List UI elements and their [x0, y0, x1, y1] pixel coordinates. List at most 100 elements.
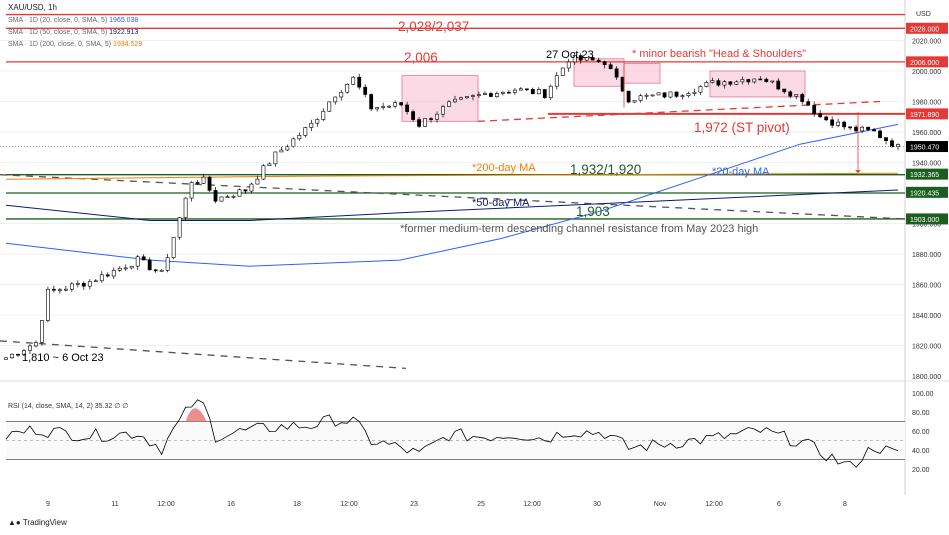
- price-label-bg: [906, 186, 948, 198]
- price-tick-label: 1880.000: [912, 252, 941, 259]
- candle-body: [447, 101, 451, 107]
- candle-body: [494, 93, 499, 97]
- label-1903: 1,903: [576, 204, 610, 219]
- sma200-legend: SMA · 1D (200, close, 0, SMA, 5) 1934.52…: [8, 41, 142, 48]
- candle-body: [147, 259, 152, 271]
- candle-body: [656, 92, 661, 96]
- candle-body: [435, 113, 439, 120]
- candle-body: [183, 197, 188, 218]
- price-label: 1932.365: [910, 172, 939, 179]
- candle-body: [518, 88, 523, 91]
- candle-body: [327, 101, 332, 112]
- label-low: 1,810 ~ 6 Oct 23: [22, 352, 104, 364]
- candle-body: [512, 89, 517, 93]
- candle-body: [602, 61, 607, 66]
- candle-body: [16, 353, 20, 356]
- price-axis: 2028.000 2006.000 1971.890 1950.470 1932.365…: [906, 22, 948, 381]
- label-ma50: *50-day MA: [472, 197, 530, 209]
- candle-body: [453, 98, 457, 103]
- candle-body: [830, 119, 835, 126]
- sma200-label: SMA · 1D (200, close, 0, SMA, 5): [8, 41, 112, 48]
- candle-body: [596, 59, 601, 62]
- candle-body: [303, 127, 308, 136]
- candle-body: [153, 269, 158, 272]
- candle-body: [812, 104, 817, 114]
- head-and-shoulders-zones: [401, 58, 806, 122]
- candle-body: [57, 289, 62, 292]
- candle-body: [93, 280, 98, 283]
- candle-body: [890, 140, 894, 147]
- candle-body: [524, 88, 529, 91]
- rsi-tick-label: 20.00: [912, 467, 930, 474]
- rsi-title: RSI (14, close, SMA, 14, 2): [8, 403, 93, 410]
- time-tick-label: 12:00: [705, 501, 723, 508]
- candle-body: [399, 102, 404, 106]
- time-tick-label: 25: [477, 501, 485, 508]
- candle-body: [81, 282, 86, 287]
- candle-body: [536, 89, 541, 95]
- candle-body: [28, 345, 32, 351]
- candle-body: [159, 270, 164, 272]
- candle-body: [417, 119, 421, 127]
- main-grid: [0, 0, 949, 495]
- candle-body: [201, 176, 206, 184]
- price-label: 1903.000: [910, 217, 939, 224]
- price-label-bg: [906, 108, 948, 120]
- time-tick-label: 11: [111, 501, 118, 508]
- candle-body: [219, 196, 224, 202]
- rsi-tick-label: 60.00: [912, 429, 930, 436]
- candle-body: [165, 257, 170, 271]
- label-head-shoulders: * minor bearish "Head & Shoulders": [632, 48, 806, 60]
- sma200-value: 1934.529: [113, 41, 143, 48]
- candle-body: [632, 100, 637, 103]
- candle-body: [249, 183, 254, 192]
- candle-body: [692, 91, 697, 94]
- label-2006: 2,006: [404, 50, 438, 65]
- candle-body: [381, 106, 386, 108]
- sma50-value: 1922.913: [109, 29, 139, 36]
- price-label-bg: [906, 22, 948, 34]
- candle-body: [429, 118, 433, 120]
- candle-body: [297, 134, 302, 140]
- neckline: [477, 100, 881, 122]
- candle-body: [800, 94, 805, 102]
- candle-body: [824, 116, 829, 121]
- price-tick-label: 1980.000: [912, 100, 941, 107]
- target-arrow-head: [855, 170, 861, 174]
- candle-body: [716, 80, 721, 86]
- candle-body: [375, 107, 380, 110]
- candle-body: [477, 94, 481, 96]
- candle-body: [650, 94, 655, 97]
- candle-body: [506, 91, 511, 94]
- candle-body: [782, 88, 787, 93]
- time-tick-label: 6: [777, 501, 781, 508]
- candle-body: [842, 121, 847, 128]
- price-tick-label: 2020.000: [912, 39, 941, 46]
- sma20-legend: SMA · 1D (20, close, 0, SMA, 5) 1965.038: [8, 17, 138, 24]
- time-axis: 9 11 12:00 16 18 12:00 23 25 12:00 30 Nov 12:00 6 8: [46, 501, 847, 508]
- candle-body: [465, 96, 469, 99]
- candle-body: [387, 105, 392, 108]
- candle-body: [836, 121, 841, 126]
- price-label: 1950.470: [910, 145, 939, 152]
- candle-body: [177, 217, 182, 238]
- candle-body: [345, 84, 350, 93]
- candle-body: [662, 92, 667, 98]
- candle-body: [279, 149, 284, 153]
- time-tick-label: 16: [227, 501, 235, 508]
- label-ma20: *20-day MA: [712, 166, 770, 178]
- rsi-legend: RSI (14, close, SMA, 14, 2) 35.32 ∅ ∅: [8, 402, 128, 410]
- candle-body: [225, 196, 230, 199]
- candle-body: [896, 144, 900, 147]
- time-tick-label: 18: [293, 501, 301, 508]
- ma20-line: [5, 123, 899, 267]
- rsi-tick-label: 40.00: [912, 448, 930, 455]
- horizontal-levels: [0, 13, 906, 370]
- candle-body: [315, 119, 320, 124]
- price-tick-label: 1960.000: [912, 130, 941, 137]
- candle-body: [411, 111, 415, 120]
- candle-body: [423, 118, 427, 127]
- candle-body: [459, 97, 463, 100]
- tradingview-brand[interactable]: ▲● TradingView: [8, 518, 67, 527]
